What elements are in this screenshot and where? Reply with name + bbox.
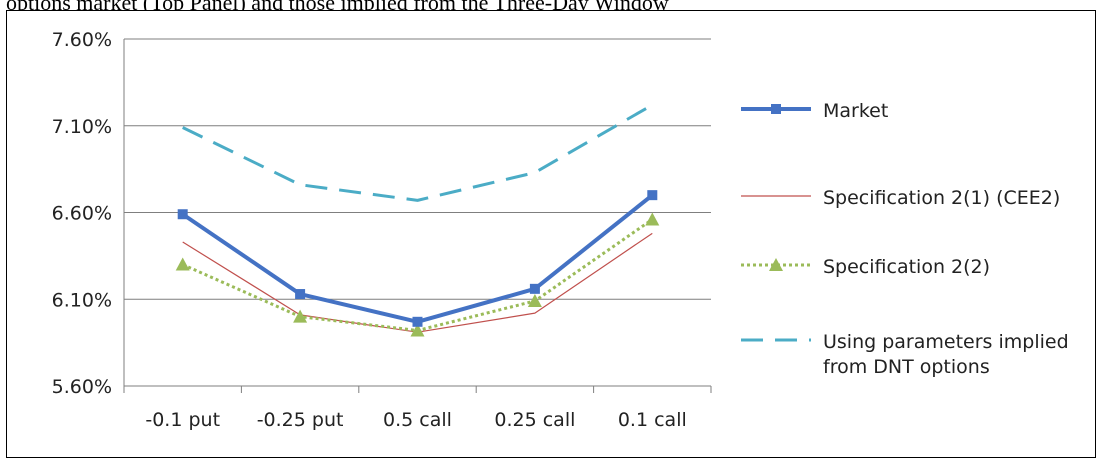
legend-label: from DNT options xyxy=(823,356,990,378)
legend: Market Specification 2(1) (CEE2) Specifica… xyxy=(741,100,1069,378)
y-tick-label: 7.60% xyxy=(52,29,112,51)
series-line xyxy=(182,218,654,332)
data-point xyxy=(295,289,306,300)
data-point xyxy=(412,316,423,327)
legend-marker xyxy=(771,104,781,114)
series-line xyxy=(182,103,654,202)
line-chart: 5.60% 6.10% 6.60% 7.10% 7.60% -0.1 put -0.25 p… xyxy=(52,29,1069,431)
chart-frame: 5.60% 6.10% 6.60% 7.10% 7.60% -0.1 put -0.25 p… xyxy=(6,10,1096,458)
data-point xyxy=(647,190,658,201)
gridlines xyxy=(124,38,711,300)
legend-item: Market xyxy=(741,100,888,122)
legend-item: Using parameters implied from DNT options xyxy=(741,331,1069,378)
x-tick-label: 0.25 call xyxy=(494,409,575,431)
data-point xyxy=(410,323,425,337)
data-point xyxy=(177,209,188,220)
data-point xyxy=(527,293,542,307)
legend-marker xyxy=(769,258,783,271)
axes: 5.60% 6.10% 6.60% 7.10% 7.60% -0.1 put -0.25 p… xyxy=(52,29,712,431)
x-tick-label: -0.1 put xyxy=(145,409,220,431)
legend-label: Market xyxy=(823,100,888,122)
legend-item: Specification 2(1) (CEE2) xyxy=(741,187,1060,209)
legend-item: Specification 2(2) xyxy=(741,256,990,278)
series-0 xyxy=(177,190,658,327)
legend-label: Specification 2(2) xyxy=(823,256,990,278)
top-caption: options market (Top Panel) and those imp… xyxy=(6,0,1096,12)
x-tick-label: 0.5 call xyxy=(383,409,452,431)
series-2 xyxy=(175,212,660,337)
legend-label: Using parameters implied xyxy=(823,331,1069,353)
x-tick-label: -0.25 put xyxy=(257,409,344,431)
data-point xyxy=(293,309,308,323)
series-layer xyxy=(175,103,660,337)
y-tick-label: 6.10% xyxy=(52,289,112,311)
series-line xyxy=(181,193,654,324)
y-tick-label: 7.10% xyxy=(52,116,112,138)
series-3 xyxy=(182,103,654,202)
y-tick-label: 5.60% xyxy=(52,376,112,398)
data-point xyxy=(645,212,660,226)
x-tick-label: 0.1 call xyxy=(618,409,687,431)
y-tick-label: 6.60% xyxy=(52,203,112,225)
legend-label: Specification 2(1) (CEE2) xyxy=(823,187,1060,209)
data-point xyxy=(175,257,190,271)
data-point xyxy=(529,283,540,294)
